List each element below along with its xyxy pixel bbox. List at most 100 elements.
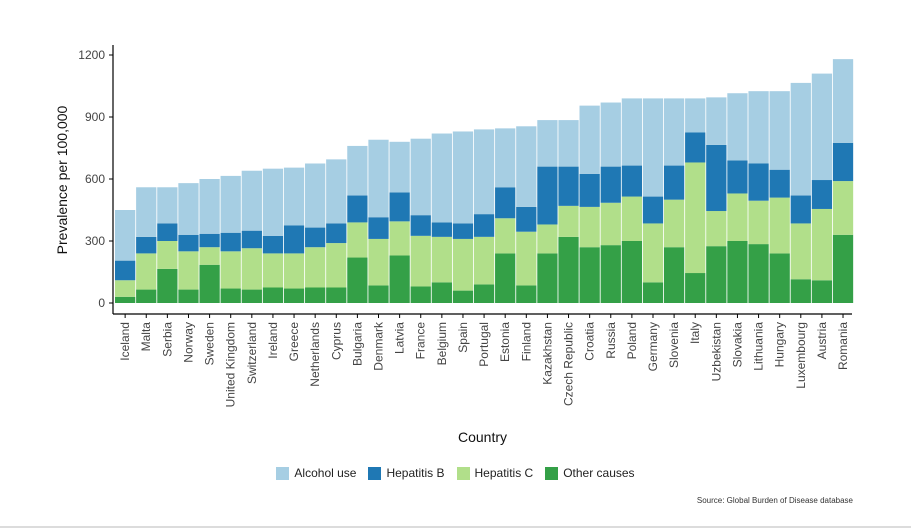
bar-segment-hepatitis-b-denmark: [368, 217, 389, 239]
bar-segment-other-causes-kazakhstan: [537, 253, 558, 303]
legend-swatch-hepatitis-c: [456, 466, 470, 480]
x-tick-label: Switzerland: [245, 322, 259, 384]
bar-segment-alcohol-use-croatia: [579, 105, 600, 174]
bar-segment-hepatitis-b-france: [410, 215, 431, 236]
bar-segment-alcohol-use-belgium: [431, 133, 452, 223]
bar-segment-other-causes-iceland: [115, 296, 136, 303]
bar-segment-other-causes-malta: [136, 289, 157, 303]
bar-segment-hepatitis-c-slovakia: [727, 193, 748, 241]
bar-segment-hepatitis-c-netherlands: [305, 247, 326, 288]
bar-segment-hepatitis-b-slovenia: [663, 165, 685, 200]
bar-segment-other-causes-sweden: [199, 264, 220, 303]
y-tick-label: 300: [85, 234, 105, 248]
bar-segment-alcohol-use-switzerland: [241, 170, 262, 231]
legend-swatch-alcohol: [276, 466, 290, 480]
bar-segment-alcohol-use-slovakia: [727, 93, 748, 161]
bar-segment-alcohol-use-iceland: [115, 210, 136, 261]
bar-segment-hepatitis-c-romania: [832, 181, 854, 235]
bar-segment-hepatitis-c-luxembourg: [790, 223, 811, 280]
bar-segment-other-causes-serbia: [157, 268, 178, 303]
bar-segment-other-causes-portugal: [473, 284, 495, 303]
bar-segment-hepatitis-b-serbia: [157, 223, 178, 241]
bar-segment-other-causes-lithuania: [748, 244, 769, 303]
bar-segment-hepatitis-c-russia: [600, 202, 621, 246]
x-tick-label: Spain: [456, 322, 470, 353]
legend-item-alcohol: Alcohol use: [276, 466, 356, 480]
bar-segment-other-causes-italy: [685, 273, 706, 303]
x-tick-label: Poland: [625, 322, 639, 359]
x-tick-label: Latvia: [393, 322, 407, 354]
bar-segment-other-causes-hungary: [769, 253, 790, 303]
x-axis-title: Country: [458, 429, 507, 445]
bar-segment-hepatitis-c-uzbekistan: [706, 211, 727, 247]
bar-segment-alcohol-use-lithuania: [748, 91, 769, 164]
bar-segment-hepatitis-c-germany: [642, 223, 664, 283]
bar-segment-alcohol-use-romania: [832, 59, 854, 143]
bars-layer: [115, 59, 854, 303]
bar-segment-hepatitis-c-spain: [452, 238, 474, 291]
bar-segment-hepatitis-c-cyprus: [326, 243, 347, 288]
bar-segment-alcohol-use-latvia: [389, 141, 410, 193]
bar-segment-alcohol-use-denmark: [368, 139, 389, 218]
x-tick-label: Serbia: [160, 322, 174, 357]
bar-segment-alcohol-use-ireland: [262, 168, 284, 236]
x-tick-label: Italy: [688, 322, 702, 344]
bar-segment-hepatitis-c-france: [410, 235, 431, 287]
x-tick-label: France: [414, 322, 428, 360]
bar-segment-hepatitis-b-finland: [516, 206, 537, 232]
bar-segment-hepatitis-b-poland: [621, 165, 643, 197]
bar-segment-other-causes-netherlands: [305, 287, 326, 303]
bar-segment-alcohol-use-finland: [516, 126, 537, 207]
x-tick-label: Austria: [815, 322, 829, 360]
legend: Alcohol use Hepatitis B Hepatitis C Othe…: [0, 466, 911, 480]
bar-segment-hepatitis-c-croatia: [579, 206, 600, 248]
bar-segment-other-causes-switzerland: [241, 289, 262, 303]
bar-segment-hepatitis-b-netherlands: [305, 227, 326, 248]
bar-segment-hepatitis-c-italy: [685, 162, 706, 274]
x-tick-label: Sweden: [203, 322, 217, 365]
bar-segment-alcohol-use-cyprus: [326, 159, 347, 224]
bar-segment-hepatitis-b-estonia: [495, 187, 516, 219]
bar-segment-hepatitis-c-united-kingdom: [220, 251, 241, 289]
x-tick-label: Romania: [836, 322, 850, 370]
bar-segment-alcohol-use-italy: [685, 98, 706, 133]
bottom-divider: [0, 526, 911, 528]
y-tick-label: 0: [98, 296, 105, 310]
bar-segment-hepatitis-c-portugal: [473, 236, 495, 285]
bar-segment-alcohol-use-poland: [621, 98, 643, 166]
x-tick-label: Bulgaria: [350, 322, 364, 366]
bar-segment-hepatitis-c-slovenia: [663, 199, 685, 248]
bar-segment-alcohol-use-estonia: [495, 128, 516, 188]
bar-segment-alcohol-use-hungary: [769, 91, 790, 170]
bar-segment-other-causes-ireland: [262, 287, 284, 303]
x-tick-label: Ireland: [266, 322, 280, 359]
x-tick-label: Russia: [604, 322, 618, 359]
bar-segment-hepatitis-b-latvia: [389, 192, 410, 222]
x-tick-label: Finland: [519, 322, 533, 361]
bar-segment-other-causes-france: [410, 286, 431, 303]
bar-segment-alcohol-use-slovenia: [663, 98, 685, 166]
bar-segment-other-causes-poland: [621, 241, 643, 303]
bar-segment-alcohol-use-uzbekistan: [706, 97, 727, 145]
bar-segment-alcohol-use-france: [410, 138, 431, 216]
x-tick-label: Belgium: [435, 322, 449, 365]
bar-segment-other-causes-germany: [642, 282, 664, 303]
bar-segment-hepatitis-b-hungary: [769, 169, 790, 198]
legend-item-hepatitis-c: Hepatitis C: [456, 466, 533, 480]
bar-segment-hepatitis-c-latvia: [389, 221, 410, 256]
bar-segment-other-causes-croatia: [579, 247, 600, 303]
bar-segment-hepatitis-b-germany: [642, 196, 664, 224]
bar-segment-hepatitis-b-czech-republic: [558, 166, 579, 206]
bar-segment-alcohol-use-portugal: [473, 129, 495, 215]
bar-segment-hepatitis-b-austria: [811, 180, 833, 209]
bar-segment-hepatitis-b-united-kingdom: [220, 232, 241, 252]
bar-segment-alcohol-use-united-kingdom: [220, 175, 241, 233]
x-tick-label: Portugal: [477, 322, 491, 367]
x-tick-label: Germany: [646, 322, 660, 371]
bar-segment-hepatitis-c-denmark: [368, 238, 389, 286]
bar-segment-hepatitis-b-luxembourg: [790, 195, 811, 224]
bar-segment-hepatitis-c-sweden: [199, 247, 220, 265]
bar-segment-other-causes-united-kingdom: [220, 288, 241, 303]
bar-segment-other-causes-spain: [452, 290, 474, 303]
bar-segment-hepatitis-c-lithuania: [748, 200, 769, 245]
